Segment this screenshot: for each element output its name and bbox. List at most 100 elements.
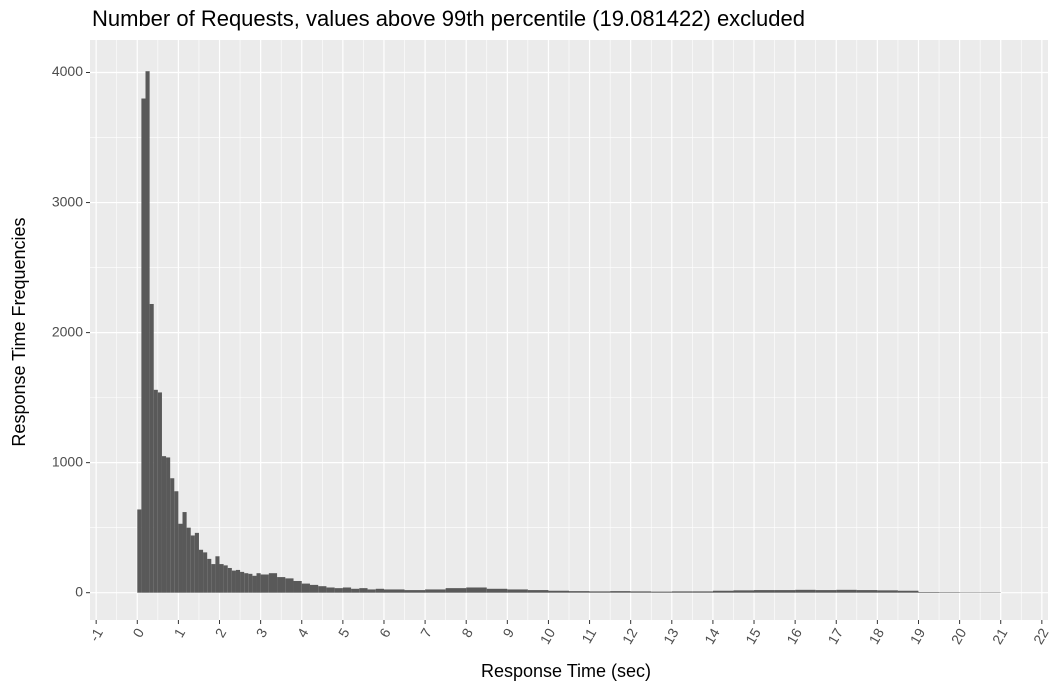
x-tick-label: 21 (989, 625, 1011, 647)
x-tick-label: 14 (701, 625, 723, 647)
bar (203, 552, 208, 593)
bar (145, 71, 150, 593)
x-tick-label: 10 (537, 625, 559, 647)
bar (268, 573, 278, 593)
bar (252, 575, 257, 593)
bar (141, 98, 146, 593)
x-tick-label: 16 (783, 625, 805, 647)
x-tick-label: 19 (907, 625, 929, 647)
x-tick-label: 12 (619, 625, 641, 647)
bar (170, 478, 175, 593)
bar (240, 571, 245, 593)
bar (227, 567, 232, 593)
bar (157, 392, 162, 593)
bar (194, 532, 199, 593)
bar (589, 591, 611, 593)
bar (404, 590, 426, 593)
bar (342, 587, 352, 593)
x-tick-label: 13 (660, 625, 682, 647)
x-tick-label: 11 (578, 625, 599, 646)
bar (359, 588, 368, 593)
bar (190, 535, 195, 593)
bar (248, 573, 253, 593)
y-tick-label: 2000 (52, 323, 83, 339)
bar (166, 457, 171, 593)
bar (671, 591, 693, 593)
x-tick-label: 3 (253, 625, 271, 640)
bar (161, 456, 167, 593)
bar (149, 303, 154, 593)
bar (712, 590, 734, 593)
y-tick-label: 1000 (52, 453, 83, 469)
bar (260, 574, 269, 593)
bar (918, 592, 940, 593)
bar (507, 589, 528, 593)
bar (425, 589, 446, 593)
bar (182, 512, 187, 593)
bar (651, 591, 672, 593)
bar (211, 564, 216, 593)
bar (836, 589, 857, 593)
bar (256, 573, 261, 593)
bar (293, 580, 302, 593)
x-tick-label: 20 (948, 625, 970, 647)
bar (231, 570, 236, 593)
bar (877, 590, 898, 593)
bar (733, 590, 755, 593)
bar (219, 564, 224, 593)
x-tick-label: -1 (86, 625, 106, 644)
bar (630, 591, 652, 593)
x-tick-label: 9 (499, 625, 517, 640)
bar (795, 589, 816, 593)
chart-title: Number of Requests, values above 99th pe… (92, 6, 805, 31)
bar (223, 565, 228, 593)
bar (207, 558, 212, 593)
x-tick-label: 8 (458, 625, 476, 640)
bar (301, 583, 310, 593)
bar (754, 590, 775, 593)
bar (897, 590, 919, 593)
bar (383, 589, 405, 593)
bar (856, 590, 878, 593)
bar (445, 588, 467, 593)
bar (334, 588, 343, 593)
bar (309, 584, 319, 593)
bar (610, 591, 631, 593)
bar (815, 590, 837, 593)
bar (527, 590, 549, 593)
x-tick-label: 6 (376, 625, 394, 640)
x-tick-label: 2 (212, 625, 230, 640)
bar (548, 590, 569, 593)
bar (692, 591, 713, 593)
y-tick-label: 3000 (52, 193, 83, 209)
bar (375, 588, 384, 593)
bar (235, 569, 241, 593)
y-axis-title: Response Time Frequencies (9, 217, 29, 446)
bar (137, 509, 142, 593)
bar (939, 592, 960, 593)
y-tick-label: 4000 (52, 63, 83, 79)
bar (486, 588, 508, 593)
bar (351, 588, 360, 593)
bar (367, 589, 376, 593)
bar (198, 549, 204, 593)
x-tick-label: 22 (1030, 625, 1050, 647)
x-tick-label: 17 (824, 625, 846, 647)
x-tick-label: 0 (129, 625, 147, 640)
bar (186, 527, 191, 593)
bar (215, 556, 220, 593)
x-tick-label: 18 (866, 625, 888, 647)
bar (774, 590, 796, 593)
x-tick-label: 5 (335, 625, 353, 640)
x-axis-title: Response Time (sec) (481, 661, 651, 681)
bar (326, 587, 335, 593)
bar (285, 578, 294, 593)
x-tick-label: 1 (170, 625, 188, 640)
bar (178, 523, 183, 593)
bar (318, 586, 327, 593)
bar (174, 491, 179, 593)
x-tick-label: 4 (294, 625, 312, 640)
bar (569, 591, 590, 593)
bar (277, 577, 286, 593)
x-tick-label: 7 (417, 625, 435, 640)
